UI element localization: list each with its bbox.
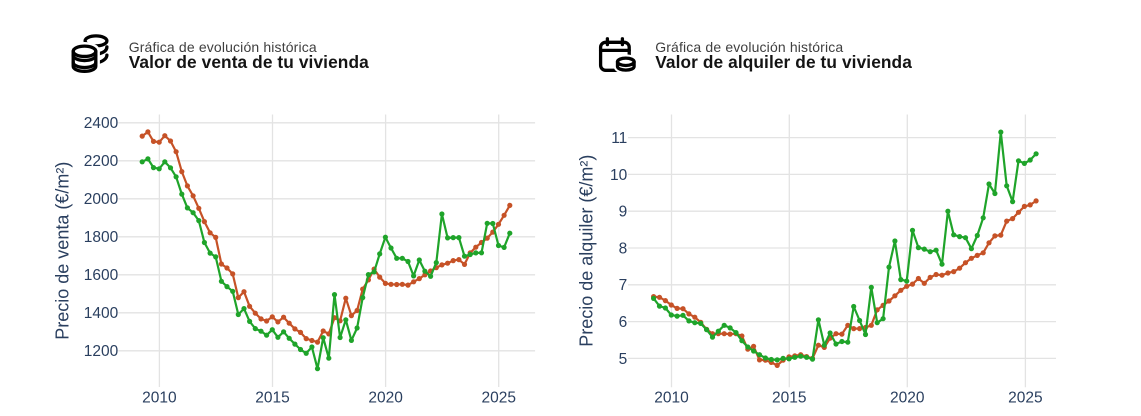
svg-text:7: 7 — [619, 277, 628, 294]
svg-text:1200: 1200 — [84, 343, 119, 360]
svg-text:Precio de venta (€/m²): Precio de venta (€/m²) — [52, 162, 72, 340]
svg-text:2015: 2015 — [255, 389, 289, 406]
svg-text:2010: 2010 — [142, 389, 177, 406]
svg-text:2025: 2025 — [1008, 389, 1042, 406]
svg-text:1400: 1400 — [84, 305, 119, 322]
svg-text:8: 8 — [619, 240, 628, 257]
svg-text:6: 6 — [619, 314, 628, 331]
svg-text:2020: 2020 — [368, 389, 403, 406]
svg-text:1600: 1600 — [84, 267, 119, 284]
svg-text:9: 9 — [619, 204, 628, 221]
svg-text:2000: 2000 — [84, 191, 119, 208]
svg-text:2020: 2020 — [890, 389, 925, 406]
svg-text:1800: 1800 — [84, 229, 119, 246]
svg-text:Precio de alquiler (€/m²): Precio de alquiler (€/m²) — [577, 155, 597, 347]
svg-text:2025: 2025 — [481, 389, 515, 406]
svg-text:5: 5 — [619, 351, 628, 368]
svg-text:2015: 2015 — [772, 389, 806, 406]
svg-text:2010: 2010 — [654, 389, 689, 406]
svg-text:11: 11 — [611, 130, 627, 147]
svg-text:2400: 2400 — [84, 115, 119, 132]
svg-text:2200: 2200 — [84, 153, 119, 170]
svg-text:10: 10 — [610, 167, 628, 184]
